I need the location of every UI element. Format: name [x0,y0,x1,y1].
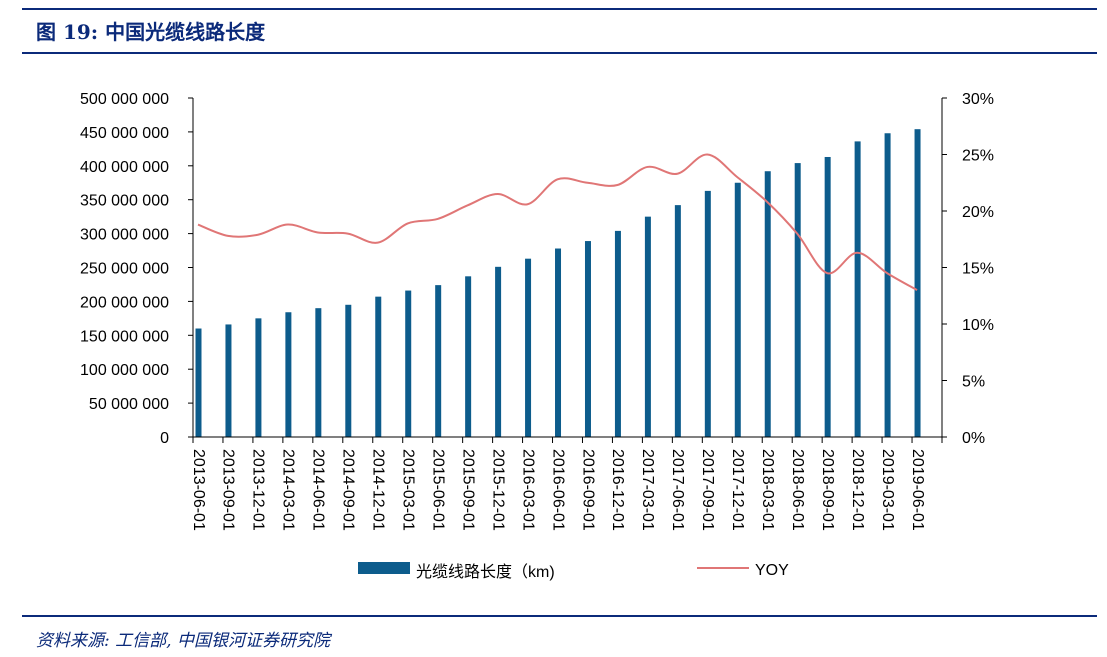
legend-swatch-bar [358,562,410,574]
x-tick-label: 2015-09-01 [459,449,476,531]
x-tick-label: 2018-03-01 [759,449,776,531]
left-tick-label: 0 [160,430,169,447]
source-note: 资料来源: 工信部, 中国银河证券研究院 [36,631,330,651]
left-tick-label: 250 000 000 [80,261,169,278]
bar [345,304,352,437]
x-tick-label: 2014-03-01 [280,449,297,531]
bar [794,163,801,437]
x-tick-label: 2014-06-01 [310,449,327,531]
bar [644,216,651,437]
bar [495,266,502,437]
x-tick-label: 2013-09-01 [220,449,237,531]
right-tick-label: 10% [962,317,994,334]
x-tick-label: 2016-12-01 [609,449,626,531]
bar [315,308,322,437]
x-tick-label: 2016-09-01 [579,449,596,531]
x-tick-label: 2015-12-01 [489,449,506,531]
right-tick-label: 20% [962,204,994,221]
x-tick-label: 2017-09-01 [699,449,716,531]
x-tick-label: 2018-09-01 [819,449,836,531]
bar [255,318,262,437]
x-tick-label: 2013-12-01 [250,449,267,531]
left-tick-label: 50 000 000 [89,396,169,413]
x-tick-label: 2014-12-01 [370,449,387,531]
x-tick-label: 2013-06-01 [190,449,207,531]
bar [405,290,412,437]
x-tick-label: 2014-09-01 [340,449,357,531]
right-tick-label: 0% [962,430,985,447]
x-tick-label: 2018-06-01 [789,449,806,531]
x-tick-label: 2017-12-01 [729,449,746,531]
x-tick-label: 2019-03-01 [879,449,896,531]
top-rule [22,8,1097,10]
bar [854,141,861,437]
x-tick-label: 2017-06-01 [669,449,686,531]
left-tick-label: 450 000 000 [80,125,169,142]
left-tick-label: 400 000 000 [80,159,169,176]
bar [734,182,741,437]
bar [674,205,681,437]
bar [884,133,891,438]
x-tick-label: 2019-06-01 [909,449,926,531]
legend: 光缆线路长度（km) YOY [358,562,789,581]
yoy-series [197,153,918,291]
left-tick-label: 350 000 000 [80,193,169,210]
legend-label-line: YOY [755,562,789,579]
left-tick-label: 150 000 000 [80,328,169,345]
bar [914,129,921,438]
left-tick-label: 500 000 000 [80,91,169,108]
x-axis: 2013-06-01 2013-09-01 2013-12-01 2014-03-01… [190,436,943,531]
x-tick-label: 2017-03-01 [639,449,656,531]
x-tick-label: 2016-06-01 [549,449,566,531]
left-tick-label: 300 000 000 [80,227,169,244]
bar [225,324,232,437]
right-tick-label: 15% [962,261,994,278]
bar [435,285,442,437]
left-tick-label: 100 000 000 [80,362,169,379]
bottom-rule [22,615,1097,617]
x-tick-label: 2015-06-01 [429,449,446,531]
left-axis: 0 50 000 000 100 000 000 150 000 000 200 000… [80,91,194,447]
title-rule [22,52,1097,54]
bar-series [195,129,921,438]
bar [285,312,292,437]
bar [614,230,621,437]
bar [375,296,382,437]
right-tick-label: 25% [962,148,994,165]
bar [704,190,711,437]
bar [195,328,202,437]
x-tick-label: 2018-12-01 [849,449,866,531]
x-tick-label: 2015-03-01 [399,449,416,531]
x-tick-label: 2016-03-01 [519,449,536,531]
legend-label-bar: 光缆线路长度（km) [416,563,555,581]
right-tick-label: 5% [962,374,985,391]
bar [465,276,472,437]
right-axis: 0% 5% 10% 15% 20% 25% 30% [941,91,994,447]
bar [824,156,831,437]
right-tick-label: 30% [962,91,994,108]
left-tick-label: 200 000 000 [80,294,169,311]
bar [555,248,562,437]
bar [764,171,771,437]
bar [525,258,532,437]
figure-title: 图 19: 中国光缆线路长度 [36,20,266,44]
bar [584,241,591,437]
